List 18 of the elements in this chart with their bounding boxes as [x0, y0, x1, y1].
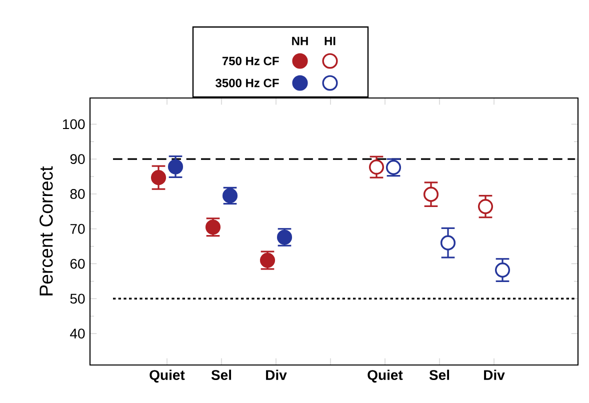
y-axis-title: Percent Correct: [40, 166, 53, 296]
text: HI: [324, 36, 336, 46]
x-tick-label: Sel: [429, 370, 450, 380]
y-tick-label: 60: [70, 258, 85, 269]
text: NH: [292, 36, 308, 46]
y-tick-label: 100: [63, 119, 85, 130]
y-tick-label: 70: [70, 224, 85, 234]
x-tick-label: Div: [266, 370, 287, 380]
y-tick-label: 50: [70, 294, 85, 304]
y-tick-label: 90: [70, 154, 85, 164]
y-tick-label: 80: [70, 189, 85, 199]
x-tick-label: Sel: [211, 370, 232, 380]
x-tick-label: Quiet: [368, 370, 403, 383]
legend-label: 750 Hz CF: [222, 56, 279, 66]
x-tick-label: Quiet: [150, 370, 185, 383]
y-tick-label: 40: [70, 328, 85, 339]
x-tick-label: Div: [484, 370, 505, 380]
legend-label: 3500 Hz CF: [216, 78, 279, 88]
